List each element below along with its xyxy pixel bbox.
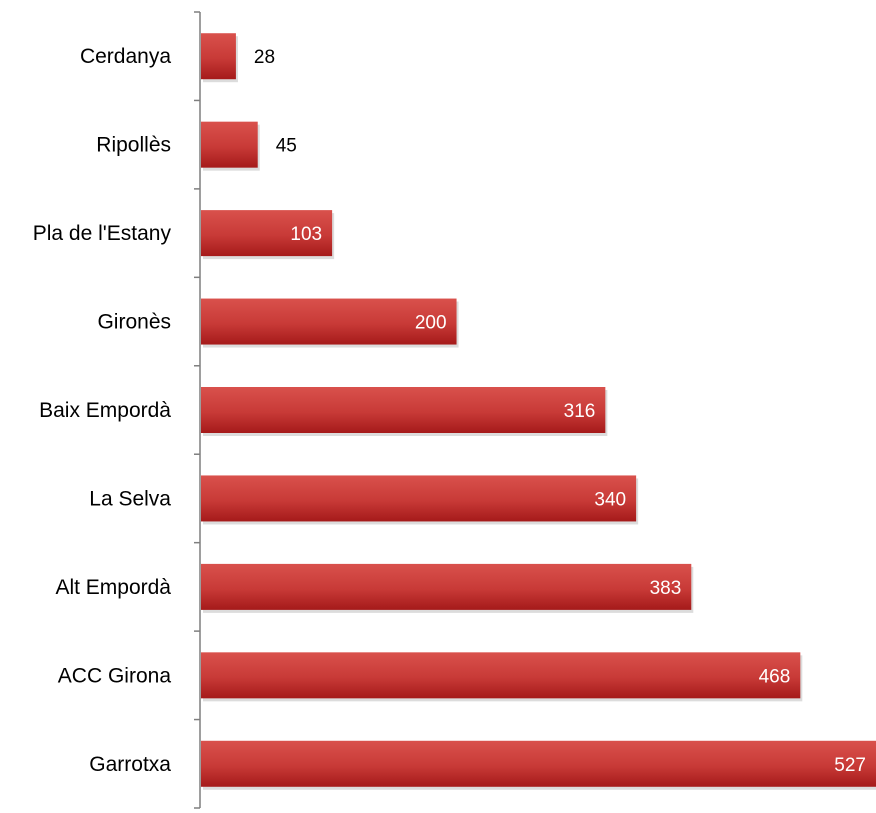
data-label: 383: [650, 578, 682, 599]
category-label: Ripollès: [96, 134, 171, 157]
category-label: Pla de l'Estany: [33, 222, 172, 245]
data-label: 468: [759, 666, 791, 687]
data-label: 340: [594, 489, 626, 510]
category-label: Cerdanya: [80, 45, 171, 68]
category-labels: Cerdanya Ripollès Pla de l'Estany Gironès Ba…: [33, 45, 172, 776]
category-label: Alt Empordà: [55, 576, 171, 599]
data-label: 200: [415, 313, 447, 334]
data-labels: 28 45 103 200 316 340 383 468 527: [254, 47, 866, 776]
bar: [201, 652, 801, 699]
data-label: 527: [834, 755, 866, 776]
data-label: 103: [290, 224, 322, 245]
bar: [201, 298, 457, 345]
bar: [201, 210, 333, 257]
bar: [201, 121, 258, 168]
bar: [201, 475, 637, 522]
bars: [201, 33, 876, 787]
category-label: ACC Girona: [58, 664, 172, 687]
bar: [201, 563, 692, 610]
category-axis: [194, 11, 201, 809]
bar: [201, 33, 236, 80]
category-label: Gironès: [97, 311, 171, 334]
category-label: La Selva: [89, 487, 171, 510]
category-label: Garrotxa: [89, 753, 171, 776]
category-label: Baix Empordà: [39, 399, 171, 422]
data-label: 28: [254, 47, 275, 68]
data-label: 316: [564, 401, 596, 422]
bar: [201, 387, 606, 433]
bar: [201, 740, 876, 787]
data-label: 45: [276, 136, 297, 157]
